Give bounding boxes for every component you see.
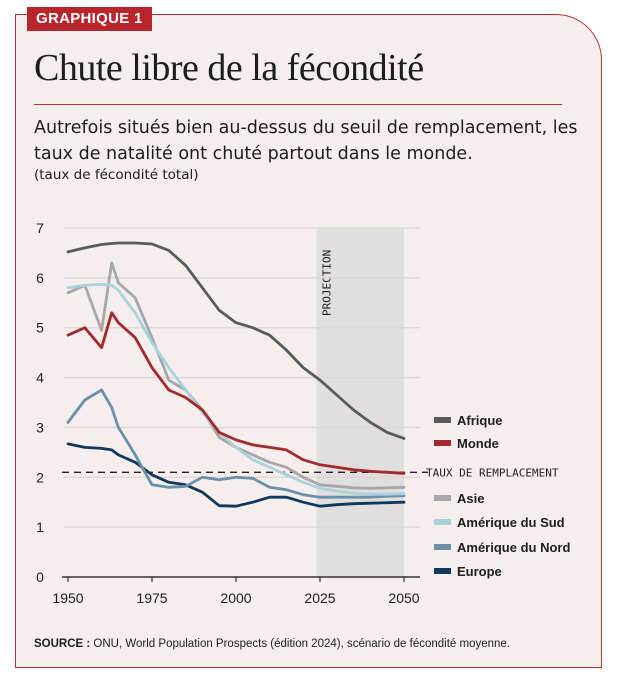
y-tick-label: 2 bbox=[36, 469, 44, 485]
projection-label: PROJECTION bbox=[321, 250, 334, 316]
replacement-label: TAUX DE REMPLACEMENT bbox=[426, 466, 559, 479]
source-text: ONU, World Population Prospects (édition… bbox=[90, 638, 511, 650]
legend-label-monde: Monde bbox=[457, 436, 499, 451]
x-tick-label: 1975 bbox=[136, 590, 167, 606]
series-line-asie bbox=[66, 261, 406, 490]
legend-label-amerique-du-sud: Amérique du Sud bbox=[457, 515, 565, 530]
legend-swatch-monde bbox=[434, 440, 451, 446]
x-tick-label: 1950 bbox=[52, 590, 83, 606]
legend-swatch-amerique-du-nord bbox=[434, 544, 451, 550]
series-line-amerique-du-sud bbox=[66, 282, 406, 496]
projection-band bbox=[316, 228, 404, 577]
legend-swatch-asie bbox=[434, 495, 451, 501]
y-tick-label: 3 bbox=[36, 419, 44, 435]
chart-subtitle: Autrefois situés bien au-dessus du seuil… bbox=[34, 118, 578, 164]
y-tick-label: 4 bbox=[36, 370, 44, 386]
y-tick-label: 0 bbox=[36, 569, 44, 585]
title-divider bbox=[34, 104, 562, 105]
series-line-afrique bbox=[66, 241, 406, 440]
legend-swatch-afrique bbox=[434, 417, 451, 423]
chart-card bbox=[15, 14, 602, 668]
y-tick-label: 6 bbox=[36, 270, 44, 286]
y-tick-label: 7 bbox=[36, 220, 44, 236]
x-tick-label: 2025 bbox=[304, 590, 335, 606]
legend-label-amerique-du-nord: Amérique du Nord bbox=[457, 540, 570, 555]
legend-label-afrique: Afrique bbox=[457, 413, 503, 428]
chart-title: Chute libre de la fécondité bbox=[34, 47, 424, 89]
series-line-europe bbox=[66, 442, 406, 508]
legend-swatch-europe bbox=[434, 568, 451, 574]
x-tick-label: 2050 bbox=[388, 590, 419, 606]
legend-label-asie: Asie bbox=[457, 491, 484, 506]
legend-swatch-amerique-du-sud bbox=[434, 519, 451, 525]
figure-tag: GRAPHIQUE 1 bbox=[27, 7, 152, 31]
source-label: SOURCE : bbox=[34, 638, 91, 650]
source-note: SOURCE : ONU, World Population Prospects… bbox=[34, 638, 510, 650]
legend-label-europe: Europe bbox=[457, 564, 502, 579]
y-tick-label: 5 bbox=[36, 320, 44, 336]
series-line-monde bbox=[66, 311, 406, 475]
series-line-amerique-du-nord bbox=[66, 388, 406, 499]
y-tick-label: 1 bbox=[36, 519, 44, 535]
x-tick-label: 2000 bbox=[220, 590, 251, 606]
unit-label: (taux de fécondité total) bbox=[34, 167, 199, 183]
